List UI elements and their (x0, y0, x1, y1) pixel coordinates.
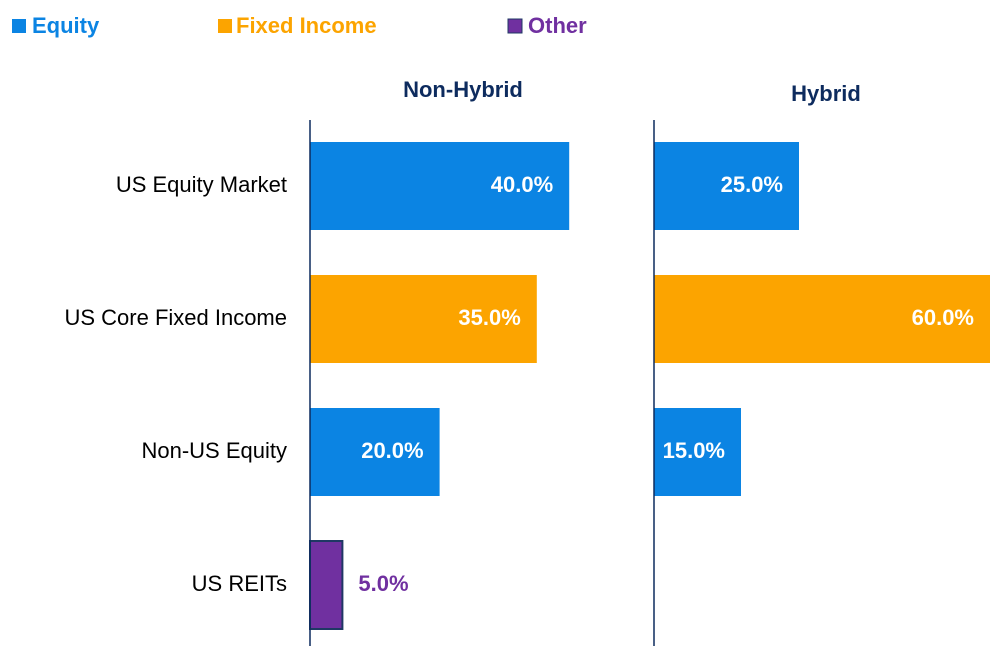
legend-swatch (507, 18, 523, 34)
panel-title: Non-Hybrid (403, 77, 523, 102)
bar (654, 275, 990, 363)
value-label: 25.0% (721, 172, 783, 197)
value-label: 5.0% (358, 571, 408, 596)
bar (309, 540, 344, 630)
bar (310, 142, 570, 230)
value-label: 60.0% (912, 305, 974, 330)
bar (310, 275, 537, 363)
value-label: 15.0% (663, 438, 725, 463)
legend-label: Other (528, 13, 587, 38)
category-label: US REITs (192, 571, 287, 596)
legend-swatch (218, 19, 232, 33)
category-label: US Equity Market (116, 172, 287, 197)
bar (654, 408, 741, 496)
panel-title: Hybrid (791, 81, 861, 106)
value-label: 40.0% (491, 172, 553, 197)
category-label: Non-US Equity (141, 438, 287, 463)
value-label: 20.0% (361, 438, 423, 463)
bar (654, 142, 799, 230)
category-label: US Core Fixed Income (64, 305, 287, 330)
legend-label: Fixed Income (236, 13, 377, 38)
legend-label: Equity (32, 13, 100, 38)
bar (310, 408, 440, 496)
value-label: 35.0% (458, 305, 520, 330)
legend-swatch (12, 19, 26, 33)
